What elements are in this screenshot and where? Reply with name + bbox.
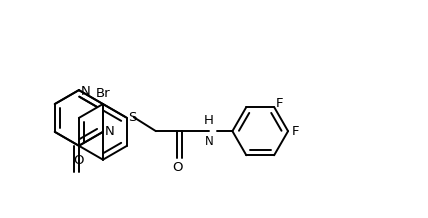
Text: O: O (172, 161, 183, 174)
Text: F: F (292, 125, 300, 138)
Text: H: H (204, 114, 214, 127)
Text: N: N (81, 85, 91, 98)
Text: F: F (276, 97, 284, 110)
Text: N: N (105, 125, 115, 138)
Text: Br: Br (95, 87, 110, 100)
Text: S: S (128, 111, 136, 124)
Text: N: N (205, 135, 213, 148)
Text: O: O (74, 154, 84, 167)
